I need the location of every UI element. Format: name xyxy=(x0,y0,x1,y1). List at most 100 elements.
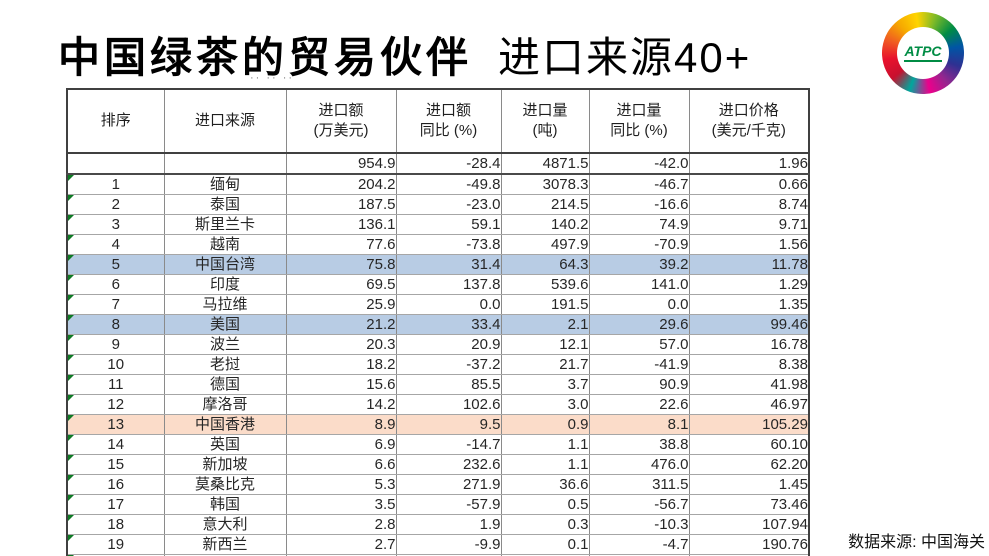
col-header-import-volume-yoy: 进口量 同比 (%) xyxy=(588,88,690,154)
cell-import-value: 187.5 xyxy=(285,194,397,215)
cell-source: 新西兰 xyxy=(163,534,287,555)
cell-rank: 2 xyxy=(66,194,165,215)
col-header-source: 进口来源 xyxy=(163,88,287,154)
cell-import-volume: 214.5 xyxy=(500,194,590,215)
excel-flag-icon xyxy=(68,475,74,481)
cell-import-volume-yoy: 90.9 xyxy=(588,374,690,395)
cell-import-value-yoy: -57.9 xyxy=(395,494,502,515)
table-row: 16 莫桑比克 5.3 271.9 36.6 311.5 1.45 xyxy=(66,474,810,495)
rank-value: 17 xyxy=(107,496,125,513)
cell-import-value-yoy: 232.6 xyxy=(395,454,502,475)
cell-import-volume-yoy: 29.6 xyxy=(588,314,690,335)
data-source-note: 数据来源: 中国海关 xyxy=(848,534,985,551)
atpc-logo: ATPC xyxy=(872,2,974,104)
table-row: 12 摩洛哥 14.2 102.6 3.0 22.6 46.97 xyxy=(66,394,810,415)
cell-import-volume: 1.1 xyxy=(500,454,590,475)
cell-rank: 16 xyxy=(66,474,165,495)
cell-source: 韩国 xyxy=(163,494,287,515)
excel-flag-icon xyxy=(68,235,74,241)
cell-rank: 17 xyxy=(66,494,165,515)
excel-flag-icon xyxy=(68,215,74,221)
cell-import-value: 2.7 xyxy=(285,534,397,555)
cell-import-value-yoy: 33.4 xyxy=(395,314,502,335)
cell-import-volume: 497.9 xyxy=(500,234,590,255)
cell-rank: 6 xyxy=(66,274,165,295)
cell-rank: 11 xyxy=(66,374,165,395)
cell-import-price: 107.94 xyxy=(688,514,810,535)
cell-import-value: 69.5 xyxy=(285,274,397,295)
excel-flag-icon xyxy=(68,255,74,261)
cell-import-value-yoy: 9.5 xyxy=(395,414,502,435)
cell-import-value: 20.3 xyxy=(285,334,397,355)
excel-flag-icon xyxy=(68,195,74,201)
excel-flag-icon xyxy=(68,535,74,541)
excel-flag-icon xyxy=(68,375,74,381)
cell-import-value: 954.9 xyxy=(285,152,397,175)
cell-import-price: 1.96 xyxy=(688,152,810,175)
cell-source: 缅甸 xyxy=(163,173,287,195)
table-row: 4 越南 77.6 -73.8 497.9 -70.9 1.56 xyxy=(66,234,810,255)
title-main: 中国绿茶的贸易伙伴 xyxy=(58,34,473,81)
cell-import-value: 8.9 xyxy=(285,414,397,435)
cell-import-volume: 539.6 xyxy=(500,274,590,295)
cell-import-volume: 1.1 xyxy=(500,434,590,455)
title-sub: 进口来源40+ xyxy=(498,34,752,81)
cell-import-volume: 0.3 xyxy=(500,514,590,535)
table-row: 6 印度 69.5 137.8 539.6 141.0 1.29 xyxy=(66,274,810,295)
table-row: 18 意大利 2.8 1.9 0.3 -10.3 107.94 xyxy=(66,514,810,535)
table-row: 20 阿联酋 2.5 140.8 5.0 144.2 4.99 xyxy=(66,554,810,556)
cell-import-volume-yoy: -42.0 xyxy=(588,152,690,175)
cell-import-price: 190.76 xyxy=(688,534,810,555)
table-row: 8 美国 21.2 33.4 2.1 29.6 99.46 xyxy=(66,314,810,335)
cell-import-volume: 0.9 xyxy=(500,414,590,435)
table-row: 954.9 -28.4 4871.5 -42.0 1.96 xyxy=(66,152,810,175)
table-row: 10 老挝 18.2 -37.2 21.7 -41.9 8.38 xyxy=(66,354,810,375)
rank-value: 10 xyxy=(107,356,125,373)
cell-import-value-yoy: 102.6 xyxy=(395,394,502,415)
cell-rank: 19 xyxy=(66,534,165,555)
cell-import-value: 25.9 xyxy=(285,294,397,315)
cell-import-value: 136.1 xyxy=(285,214,397,235)
excel-flag-icon xyxy=(68,415,74,421)
rank-value: 2 xyxy=(111,196,120,213)
cell-import-volume-yoy: 311.5 xyxy=(588,474,690,495)
rank-value: 5 xyxy=(111,256,120,273)
cell-source xyxy=(163,152,287,175)
table-row: 2 泰国 187.5 -23.0 214.5 -16.6 8.74 xyxy=(66,194,810,215)
cell-import-volume: 36.6 xyxy=(500,474,590,495)
cell-source: 中国台湾 xyxy=(163,254,287,275)
cell-import-value: 204.2 xyxy=(285,173,397,195)
import-sources-table: 排序 进口来源 进口额 (万美元) 进口额 同比 (%) 进口量 (吨) 进口量… xyxy=(66,88,810,556)
rank-value: 15 xyxy=(107,456,125,473)
page-title: 中国绿茶的贸易伙伴 进口来源40+ xyxy=(58,24,751,85)
cell-import-volume-yoy: 39.2 xyxy=(588,254,690,275)
logo-text: ATPC xyxy=(904,43,942,62)
cell-import-value-yoy: 85.5 xyxy=(395,374,502,395)
cell-import-price: 11.78 xyxy=(688,254,810,275)
cell-source: 老挝 xyxy=(163,354,287,375)
excel-flag-icon xyxy=(68,395,74,401)
rank-value: 13 xyxy=(107,416,125,433)
table-header: 排序 进口来源 进口额 (万美元) 进口额 同比 (%) 进口量 (吨) 进口量… xyxy=(66,88,810,154)
excel-flag-icon xyxy=(68,435,74,441)
cell-import-price: 16.78 xyxy=(688,334,810,355)
cell-rank: 9 xyxy=(66,334,165,355)
cell-import-value: 18.2 xyxy=(285,354,397,375)
cell-source: 莫桑比克 xyxy=(163,474,287,495)
cell-import-volume-yoy: -70.9 xyxy=(588,234,690,255)
cell-import-value-yoy: -9.9 xyxy=(395,534,502,555)
excel-flag-icon xyxy=(68,315,74,321)
excel-flag-icon xyxy=(68,355,74,361)
cell-import-value: 6.6 xyxy=(285,454,397,475)
cell-import-price: 46.97 xyxy=(688,394,810,415)
cell-source: 中国香港 xyxy=(163,414,287,435)
cell-import-price: 105.29 xyxy=(688,414,810,435)
cell-import-value-yoy: 271.9 xyxy=(395,474,502,495)
cell-import-value: 14.2 xyxy=(285,394,397,415)
cell-import-price: 73.46 xyxy=(688,494,810,515)
cell-import-value-yoy: -49.8 xyxy=(395,173,502,195)
excel-flag-icon xyxy=(68,175,74,181)
table-row: 11 德国 15.6 85.5 3.7 90.9 41.98 xyxy=(66,374,810,395)
cell-import-value: 6.9 xyxy=(285,434,397,455)
